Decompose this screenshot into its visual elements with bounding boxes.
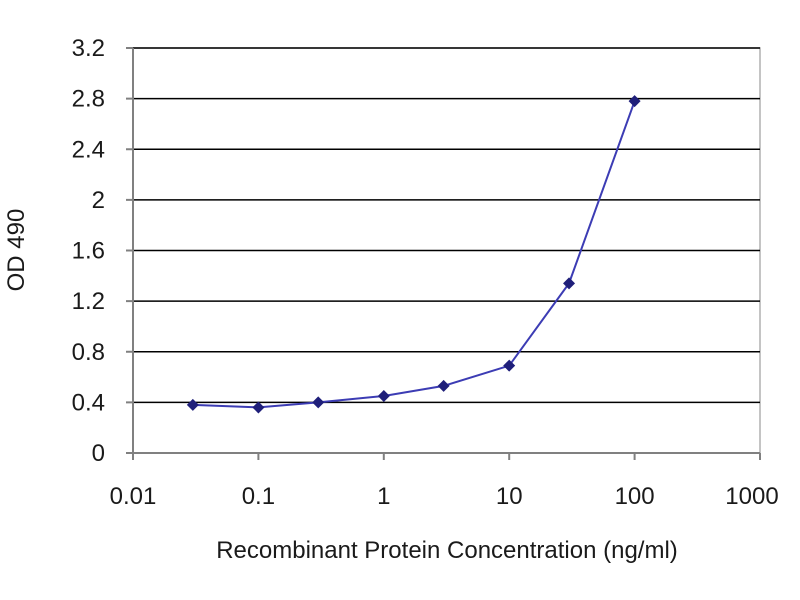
x-tick-label: 100 [615, 483, 655, 510]
y-tick-label: 1.2 [72, 288, 105, 315]
x-tick-label: 0.01 [110, 483, 157, 510]
x-tick-label: 1000 [725, 483, 778, 510]
grid-lines [133, 47, 760, 404]
y-tick-label: 0.8 [72, 339, 105, 366]
x-ticks: 0.01 0.1 1 10 100 1000 [110, 453, 779, 510]
data-point [312, 396, 325, 409]
y-tick-label: 3.2 [72, 35, 105, 62]
x-axis-title: Recombinant Protein Concentration (ng/ml… [216, 537, 678, 564]
data-point [186, 398, 199, 411]
y-axis-title: OD 490 [3, 209, 30, 292]
y-tick-label: 2.8 [72, 86, 105, 113]
y-tick-label: 2 [92, 187, 105, 214]
x-tick-label: 1 [377, 483, 390, 510]
y-tick-label: 0 [92, 440, 105, 467]
y-tick-label: 2.4 [72, 136, 105, 163]
y-ticks: 0 0.4 0.8 1.2 1.6 2 2.4 2.8 3.2 [72, 35, 133, 467]
data-point [437, 379, 450, 392]
x-tick-label: 10 [496, 483, 523, 510]
data-point [377, 390, 390, 403]
series-line [192, 100, 636, 409]
y-tick-label: 0.4 [72, 389, 105, 416]
data-point [503, 359, 516, 372]
data-point [628, 95, 641, 108]
data-point [252, 401, 265, 414]
x-tick-label: 0.1 [242, 483, 275, 510]
y-tick-label: 1.6 [72, 238, 105, 265]
data-point [563, 277, 576, 290]
series-layer [186, 95, 641, 414]
